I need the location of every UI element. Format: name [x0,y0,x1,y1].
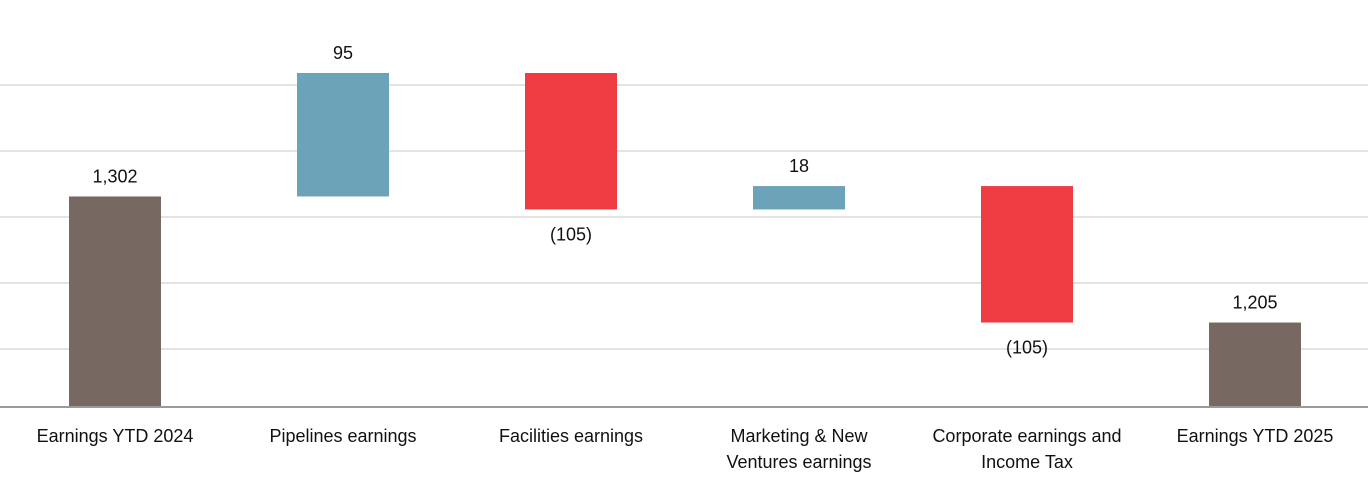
category-label-5-line-1: Corporate earnings and [932,426,1121,446]
category-label-1: Earnings YTD 2024 [37,426,194,446]
bar-4-increase [753,186,845,210]
gridlines [0,84,1368,350]
x-axis-labels: Earnings YTD 2024 Pipelines earnings Facil… [37,426,1334,472]
data-label-5: (105) [1006,338,1048,358]
category-label-4-line-2: Ventures earnings [726,452,871,472]
category-label-5: Corporate earnings and Income Tax [932,426,1121,472]
category-label-4: Marketing & New Ventures earnings [726,426,871,472]
bar-3-decrease [525,72,617,210]
data-label-2: 95 [333,43,353,63]
category-label-2-line-1: Pipelines earnings [269,426,416,446]
category-label-5-line-2: Income Tax [981,452,1073,472]
data-label-3: (105) [550,224,592,244]
category-label-6: Earnings YTD 2025 [1177,426,1334,446]
bar-1-total [69,196,161,407]
category-label-2: Pipelines earnings [269,426,416,446]
category-label-1-line-1: Earnings YTD 2024 [37,426,194,446]
data-label-4: 18 [789,156,809,176]
category-label-4-line-1: Marketing & New [730,426,868,446]
bars [69,72,1301,407]
data-labels: 1,302 95 (105) 18 (105) 1,205 [92,43,1277,358]
bar-5-decrease [981,186,1073,323]
category-label-3: Facilities earnings [499,426,643,446]
bar-2-increase [297,72,389,197]
bar-6-total [1209,322,1301,407]
data-label-6: 1,205 [1232,293,1277,313]
category-label-6-line-1: Earnings YTD 2025 [1177,426,1334,446]
category-label-3-line-1: Facilities earnings [499,426,643,446]
data-label-1: 1,302 [92,166,137,186]
